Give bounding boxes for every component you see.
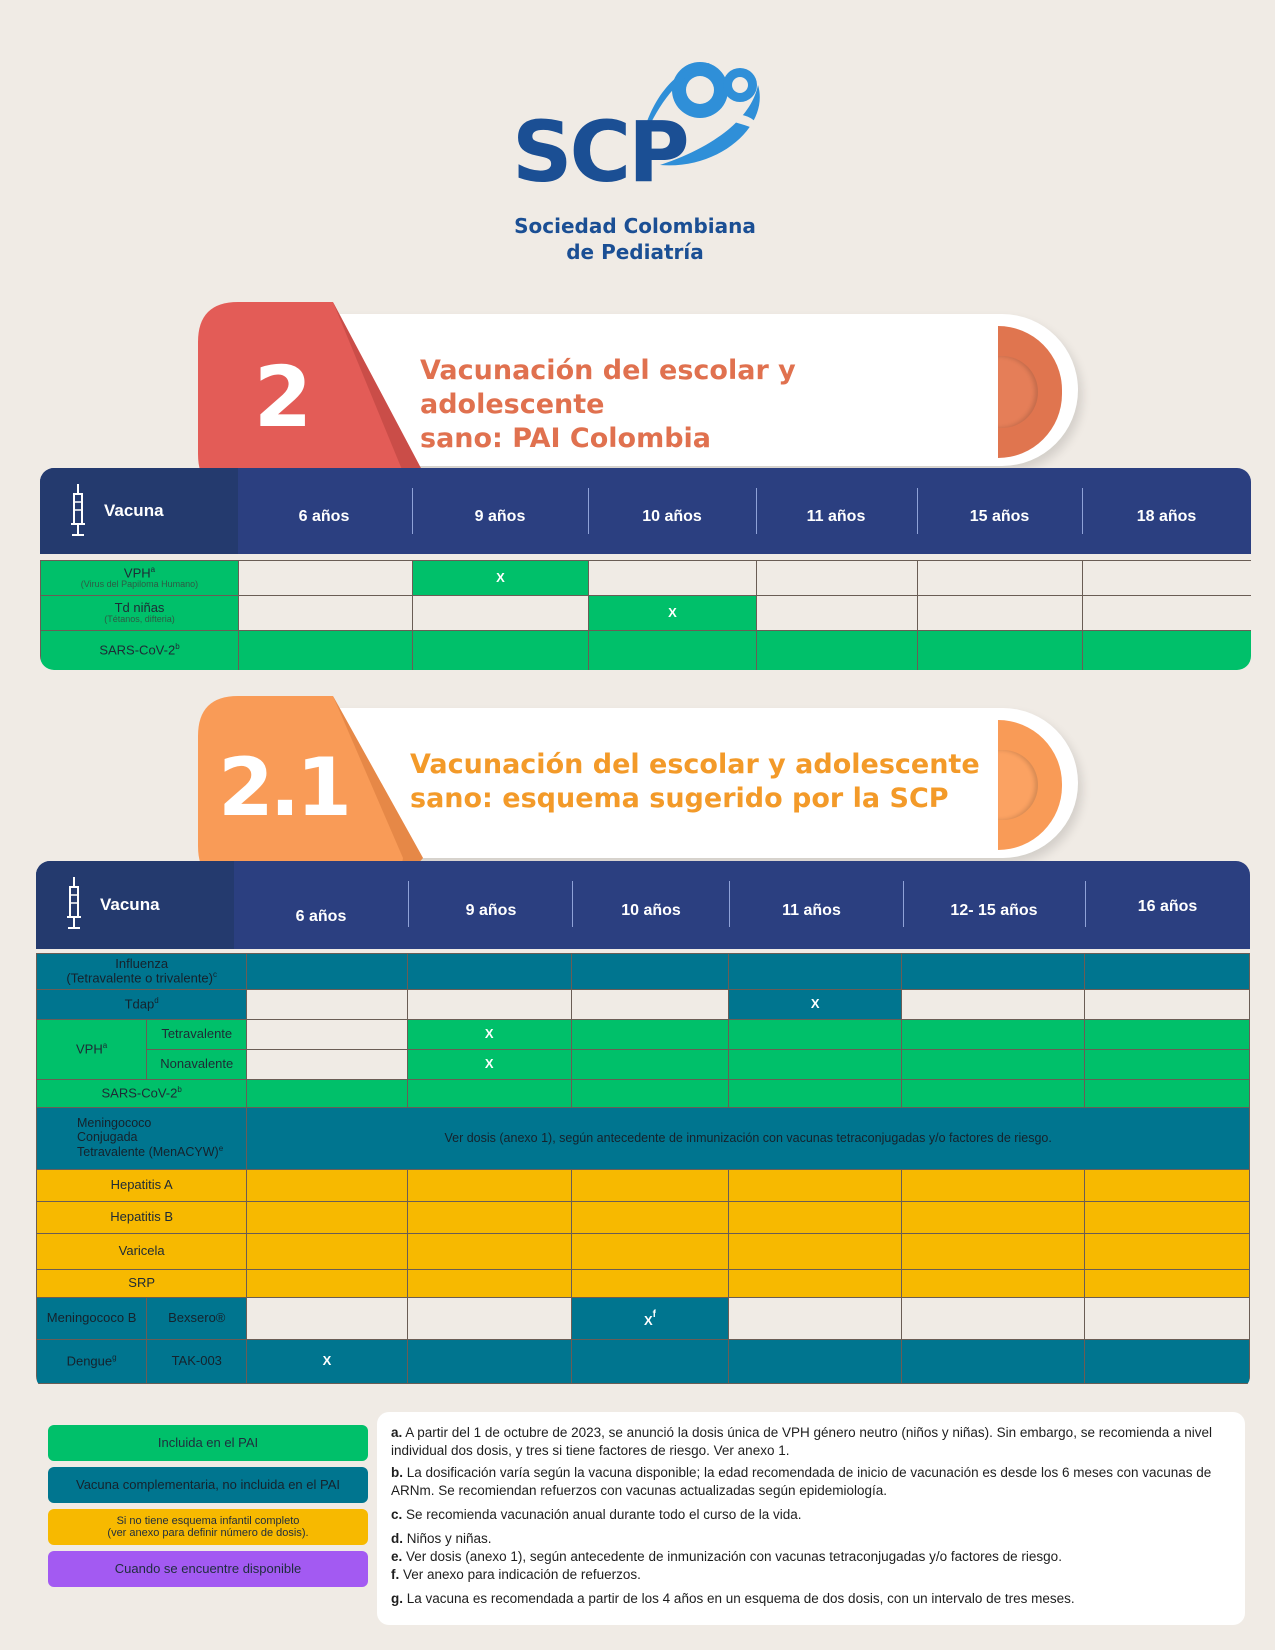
scp-schedule-table: Vacuna 6 años 9 años 10 años 11 años 12-… [36, 861, 1250, 1390]
title-line-1: Vacunación del escolar y adolescente [410, 749, 980, 780]
table-row: Nonavalente X [37, 1049, 1250, 1080]
header-age: 9 años [474, 508, 526, 525]
footnote-c: c. Se recomienda vacunación anual durant… [391, 1507, 802, 1522]
scp-schedule-grid: Influenza (Tetravalente o trivalente)c T… [36, 953, 1250, 1384]
dose-mark: X [246, 1339, 408, 1384]
legend-included: Incluida en el PAI [48, 1425, 368, 1461]
table-row: SRP [36, 1269, 1250, 1298]
vaccine-name-cell: Hepatitis B [36, 1201, 248, 1234]
header-age: 16 años [1137, 898, 1198, 915]
header-age: 11 años [782, 902, 841, 919]
org-line-2: de Pediatría [566, 240, 704, 264]
table-row: Varicela [36, 1233, 1250, 1270]
logo-abbr: SCP [512, 103, 690, 201]
mening-note: Ver dosis (anexo 1), según antecedente d… [246, 1107, 1250, 1170]
footnotes: a. A partir del 1 de octubre de 2023, se… [377, 1412, 1245, 1625]
table-row: Dengueg TAK-003 X [36, 1339, 1250, 1384]
section-title: Vacunación del escolar y adolescente san… [410, 748, 990, 816]
logo-org-name: Sociedad Colombiana de Pediatría [500, 213, 770, 265]
table-row: SARS-CoV-2b [36, 1079, 1250, 1108]
table-row: VPHa Tetravalente X [36, 1019, 1250, 1080]
vaccine-subtype: Nonavalente [146, 1049, 248, 1080]
table-row: Td niñas (Tétanos, difteria) X [40, 595, 1251, 631]
table-row: Hepatitis B [36, 1201, 1250, 1234]
legend-complementary: Vacuna complementaria, no incluida en el… [48, 1467, 368, 1503]
legend-incomplete: Si no tiene esquema infantil completo (v… [48, 1509, 368, 1545]
table-row: SARS-CoV-2b [40, 630, 1251, 670]
scp-logo: SCP Sociedad Colombiana de Pediatría [500, 55, 780, 265]
table-header: Vacuna 6 años 9 años 10 años 11 años 15 … [40, 468, 1251, 554]
table-row: Hepatitis A [36, 1169, 1250, 1202]
section-title: Vacunación del escolar y adolescente san… [420, 354, 980, 456]
pai-schedule-grid: VPHa (Virus del Papiloma Humano) X Td ni… [40, 560, 1251, 670]
table-header: Vacuna 6 años 9 años 10 años 11 años 12-… [36, 861, 1250, 949]
footnote-f: f. Ver anexo para indicación de refuerzo… [391, 1567, 641, 1582]
pai-schedule-table: Vacuna 6 años 9 años 10 años 11 años 15 … [40, 468, 1251, 670]
vaccine-product: Bexsero® [146, 1297, 248, 1340]
footnote-b: b. La dosificación varía según la vacuna… [391, 1465, 1212, 1498]
header-age: 10 años [642, 508, 702, 525]
vaccine-subtype: Tetravalente [146, 1019, 248, 1050]
vaccine-name-cell: VPHa (Virus del Papiloma Humano) [40, 560, 239, 596]
title-line-2: sano: PAI Colombia [420, 423, 712, 454]
table-row: Meningococo B Bexsero® Xf [36, 1297, 1250, 1340]
header-age: 10 años [621, 902, 681, 919]
children-logo-icon [640, 62, 762, 166]
header-vaccine-label: Vacuna [104, 501, 164, 520]
vaccine-name-cell: VPHa [36, 1019, 148, 1080]
table-row: Tdapd X [36, 989, 1250, 1020]
org-line-1: Sociedad Colombiana [514, 214, 756, 238]
vaccine-name-cell: SRP [36, 1269, 248, 1298]
header-vaccine: Vacuna [36, 861, 234, 949]
dose-mark: Xf [570, 1297, 730, 1340]
footnote-e: e. Ver dosis (anexo 1), según antecedent… [391, 1549, 1062, 1564]
syringe-icon [71, 484, 85, 536]
banner-tab-shape [198, 696, 423, 886]
vaccine-name-cell: Td niñas (Tétanos, difteria) [40, 595, 239, 631]
header-age: 6 años [298, 508, 350, 525]
vaccine-name-cell: SARS-CoV-2b [36, 1079, 248, 1108]
footnote-a: a. A partir del 1 de octubre de 2023, se… [391, 1425, 1213, 1458]
dose-mark: X [728, 989, 903, 1020]
syringe-icon [67, 877, 81, 929]
vaccine-name-cell: Dengueg [36, 1339, 148, 1384]
table-row: Influenza (Tetravalente o trivalente)c [36, 953, 1250, 990]
vaccine-name-cell: Meningococo Conjugada Tetravalente (MenA… [36, 1107, 248, 1170]
vaccine-name-cell: Varicela [36, 1233, 248, 1270]
vaccine-product: TAK-003 [146, 1339, 248, 1384]
dose-mark: X [412, 560, 589, 596]
header-age: 6 años [295, 908, 347, 925]
dose-mark: X [406, 1049, 572, 1080]
header-age: 18 años [1136, 508, 1197, 525]
header-age: 15 años [969, 508, 1030, 525]
header-vaccine-label: Vacuna [100, 895, 160, 914]
vaccine-name-cell: Meningococo B [36, 1297, 148, 1340]
vaccine-name-cell: Tdapd [36, 989, 248, 1020]
banner-tab-shape [198, 302, 423, 494]
table-row: VPHa (Virus del Papiloma Humano) X [40, 560, 1251, 596]
header-age: 11 años [806, 508, 866, 525]
vaccine-name-cell: SARS-CoV-2b [40, 630, 239, 670]
vaccine-name-cell: Hepatitis A [36, 1169, 248, 1202]
header-age: 12- 15 años [950, 902, 1038, 919]
footnote-d: d. Niños y niñas. [391, 1531, 492, 1546]
dose-mark: X [588, 595, 757, 631]
legend: Incluida en el PAI Vacuna complementaria… [48, 1425, 368, 1593]
dose-mark: X [406, 1019, 572, 1050]
header-vaccine: Vacuna [40, 468, 238, 554]
header-age: 9 años [465, 902, 517, 919]
title-line-1: Vacunación del escolar y adolescente [420, 355, 796, 420]
legend-available: Cuando se encuentre disponible [48, 1551, 368, 1587]
table-row: Meningococo Conjugada Tetravalente (MenA… [36, 1107, 1250, 1170]
vaccine-name-cell: Influenza (Tetravalente o trivalente)c [36, 953, 248, 990]
title-line-2: sano: esquema sugerido por la SCP [410, 783, 949, 814]
section-number: 2.1 [218, 741, 352, 834]
section-number: 2 [253, 348, 313, 446]
footnote-g: g. La vacuna es recomendada a partir de … [391, 1591, 1075, 1606]
